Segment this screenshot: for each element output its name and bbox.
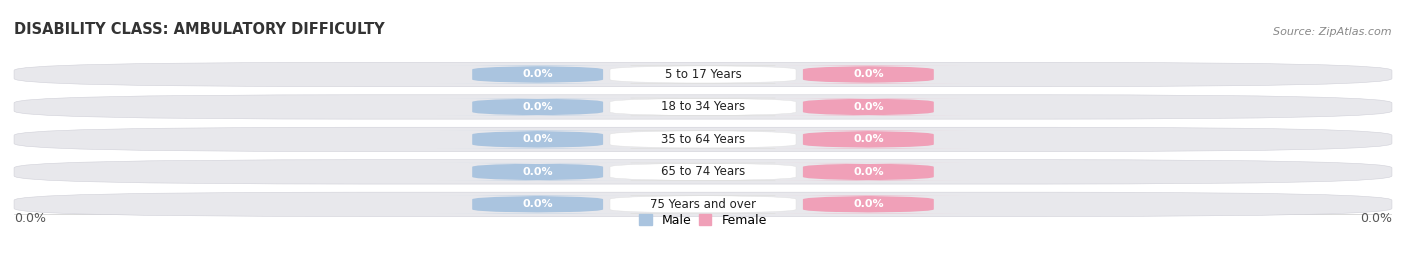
Text: 0.0%: 0.0% [523, 199, 553, 209]
Text: 18 to 34 Years: 18 to 34 Years [661, 100, 745, 114]
FancyBboxPatch shape [14, 127, 1392, 152]
Legend: Male, Female: Male, Female [637, 211, 769, 229]
FancyBboxPatch shape [610, 130, 796, 148]
Text: 0.0%: 0.0% [523, 69, 553, 79]
Text: 0.0%: 0.0% [853, 69, 883, 79]
FancyBboxPatch shape [14, 95, 1392, 119]
Text: 75 Years and over: 75 Years and over [650, 198, 756, 211]
Text: 35 to 64 Years: 35 to 64 Years [661, 133, 745, 146]
FancyBboxPatch shape [769, 98, 969, 116]
Text: 0.0%: 0.0% [853, 199, 883, 209]
Text: DISABILITY CLASS: AMBULATORY DIFFICULTY: DISABILITY CLASS: AMBULATORY DIFFICULTY [14, 22, 385, 37]
FancyBboxPatch shape [610, 98, 796, 116]
FancyBboxPatch shape [437, 163, 637, 181]
Text: 0.0%: 0.0% [853, 134, 883, 144]
FancyBboxPatch shape [769, 66, 969, 83]
Text: Source: ZipAtlas.com: Source: ZipAtlas.com [1274, 27, 1392, 37]
FancyBboxPatch shape [437, 66, 637, 83]
FancyBboxPatch shape [610, 163, 796, 181]
Text: 65 to 74 Years: 65 to 74 Years [661, 165, 745, 178]
FancyBboxPatch shape [610, 66, 796, 83]
FancyBboxPatch shape [437, 195, 637, 213]
Text: 0.0%: 0.0% [523, 102, 553, 112]
Text: 0.0%: 0.0% [523, 134, 553, 144]
Text: 0.0%: 0.0% [14, 213, 46, 225]
FancyBboxPatch shape [769, 163, 969, 181]
FancyBboxPatch shape [769, 130, 969, 148]
Text: 0.0%: 0.0% [523, 167, 553, 177]
Text: 0.0%: 0.0% [1360, 213, 1392, 225]
FancyBboxPatch shape [769, 195, 969, 213]
FancyBboxPatch shape [437, 98, 637, 116]
FancyBboxPatch shape [437, 130, 637, 148]
Text: 5 to 17 Years: 5 to 17 Years [665, 68, 741, 81]
Text: 0.0%: 0.0% [853, 102, 883, 112]
FancyBboxPatch shape [14, 192, 1392, 217]
FancyBboxPatch shape [14, 160, 1392, 184]
FancyBboxPatch shape [610, 195, 796, 213]
FancyBboxPatch shape [14, 62, 1392, 87]
Text: 0.0%: 0.0% [853, 167, 883, 177]
